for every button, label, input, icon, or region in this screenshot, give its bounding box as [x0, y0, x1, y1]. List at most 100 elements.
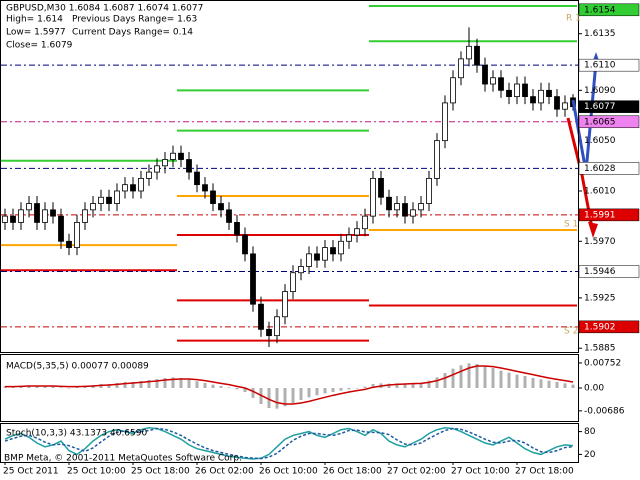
histogram-bar: [203, 383, 207, 388]
candle-body: [2, 215, 8, 223]
annotation: S 1: [564, 220, 578, 230]
candle-body: [498, 77, 504, 91]
candle-body: [522, 83, 528, 98]
x-tick-label: 27 Oct 18:00: [515, 467, 574, 477]
level-label: 1.5946: [584, 267, 616, 277]
x-tick-label: 25 Oct 10:00: [67, 467, 126, 477]
candle-body: [210, 190, 216, 204]
arrow-head: [588, 222, 598, 238]
histogram-bar: [235, 388, 239, 390]
candle-body: [306, 253, 312, 267]
level-label: 1.6077: [584, 102, 616, 112]
histogram-bar: [443, 373, 447, 388]
candle-body: [58, 215, 64, 242]
candle-body: [250, 253, 256, 305]
histogram-bar: [131, 382, 135, 388]
histogram-bar: [187, 379, 191, 388]
candle-body: [370, 177, 376, 217]
candle-body: [242, 234, 248, 255]
candle-body: [194, 171, 200, 186]
candle-body: [298, 266, 304, 274]
histogram-bar: [251, 388, 255, 398]
histogram-bar: [419, 382, 423, 388]
histogram-bar: [115, 383, 119, 388]
histogram-bar: [499, 370, 503, 388]
candle-body: [98, 196, 104, 204]
histogram-bar: [107, 384, 111, 388]
histogram-bar: [139, 381, 143, 388]
candle-body: [562, 102, 568, 110]
candle-body: [418, 203, 424, 211]
histogram-bar: [315, 388, 319, 396]
histogram-bar: [123, 382, 127, 388]
histogram-bar: [171, 377, 175, 388]
candle-body: [538, 89, 544, 104]
histogram-bar: [283, 388, 287, 407]
histogram-bar: [395, 383, 399, 388]
level-label-bg: [578, 3, 640, 17]
x-tick-label: 26 Oct 18:00: [323, 467, 382, 477]
candle-body: [338, 240, 344, 255]
candle-body: [202, 184, 208, 192]
histogram-bar: [467, 363, 471, 388]
candle-body: [362, 215, 368, 230]
info: Close= 1.6079: [6, 41, 73, 51]
level-label: 1.5902: [584, 322, 616, 332]
y-tick-label: -0.00686: [584, 406, 625, 416]
candle-body: [554, 96, 560, 110]
histogram-bar: [555, 382, 559, 388]
candle-body: [114, 190, 120, 204]
histogram-bar: [195, 381, 199, 388]
histogram-bar: [507, 372, 511, 388]
candle-body: [354, 228, 360, 236]
info: Current Days Range= 0.14: [72, 28, 193, 38]
level-label: 1.6110: [584, 61, 616, 71]
x-tick-label: 25 Oct 2011: [3, 467, 59, 477]
histogram-bar: [523, 376, 527, 388]
candle-body: [266, 328, 272, 337]
indicator-line: [5, 365, 574, 405]
candle-body: [186, 159, 192, 173]
histogram-bar: [387, 383, 391, 388]
indicator-line: [4, 427, 574, 460]
level-label-bg: [578, 58, 640, 72]
panel-title: MACD(5,35,5) 0.00077 0.00089: [6, 362, 149, 372]
candle-body: [546, 89, 552, 98]
y-tick-label: 20: [584, 450, 596, 460]
histogram-bar: [491, 368, 495, 388]
candle-body: [450, 77, 456, 104]
histogram-bar: [435, 377, 439, 388]
histogram-bar: [515, 374, 519, 388]
footer: BMP Meta, © 2001-2011 MetaQuotes Softwar…: [4, 454, 242, 464]
histogram-bar: [67, 388, 71, 389]
y-tick-label: 0.00752: [584, 358, 621, 368]
candle-body: [426, 177, 432, 204]
x-tick-label: 25 Oct 18:00: [131, 467, 190, 477]
histogram-bar: [547, 380, 551, 388]
level-label-bg: [578, 320, 640, 334]
x-tick-label: 26 Oct 02:00: [195, 467, 254, 477]
level-label-bg: [578, 115, 640, 129]
info: Low= 1.5977: [6, 28, 66, 38]
candle-body: [226, 209, 232, 223]
histogram-bar: [371, 384, 375, 388]
histogram-bar: [451, 368, 455, 388]
level-label-bg: [578, 208, 640, 222]
x-tick-label: 27 Oct 02:00: [387, 467, 446, 477]
candle-body: [146, 171, 152, 179]
histogram-bar: [243, 388, 247, 392]
histogram-bar: [211, 384, 215, 388]
level-label-bg: [578, 162, 640, 175]
y-tick-label: 0.00: [584, 384, 604, 394]
histogram-bar: [51, 386, 55, 388]
candle-body: [434, 140, 440, 179]
info: High= 1.614: [6, 15, 63, 25]
macd-frame: [0, 354, 579, 422]
y-tick-label: 1.5885: [584, 344, 616, 354]
candle-body: [178, 152, 184, 160]
candle-body: [162, 159, 168, 167]
candle-body: [106, 196, 112, 204]
candle-body: [74, 222, 80, 248]
candle-body: [442, 102, 448, 142]
